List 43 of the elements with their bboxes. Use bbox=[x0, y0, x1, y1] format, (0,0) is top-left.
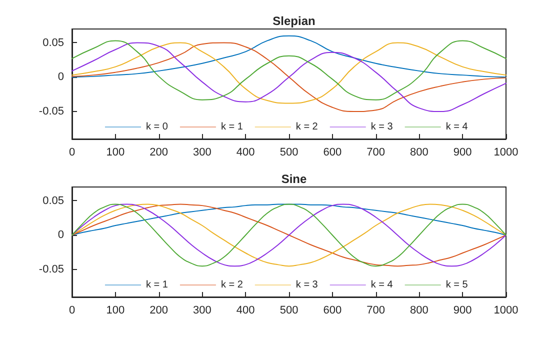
legend-label: k = 1 bbox=[146, 280, 168, 290]
x-tick-label: 700 bbox=[366, 146, 385, 158]
x-tick-label: 400 bbox=[236, 304, 255, 316]
x-tick-label: 1000 bbox=[494, 304, 518, 316]
y-tick-label: -0.05 bbox=[38, 106, 64, 118]
x-tick-label: 300 bbox=[193, 146, 212, 158]
chart-title: Sine bbox=[281, 172, 307, 186]
legend-label: k = 2 bbox=[220, 280, 244, 290]
legend-label: k = 3 bbox=[296, 280, 318, 290]
legend-label: k = 3 bbox=[370, 122, 394, 132]
x-tick-label: 800 bbox=[410, 304, 428, 316]
x-tick-label: 100 bbox=[106, 304, 125, 316]
line-series bbox=[72, 204, 506, 236]
y-tick-label: 0.05 bbox=[42, 194, 64, 207]
x-tick-label: 1000 bbox=[494, 146, 518, 158]
x-tick-label: 800 bbox=[410, 146, 428, 158]
chart-title: Slepian bbox=[272, 14, 316, 28]
x-tick-label: 500 bbox=[280, 146, 298, 158]
x-tick-label: 0 bbox=[68, 304, 76, 316]
legend-label: k = 4 bbox=[370, 280, 394, 290]
x-tick-label: 700 bbox=[366, 304, 385, 316]
legend-label: k = 1 bbox=[220, 122, 244, 132]
x-tick-label: 200 bbox=[150, 146, 168, 158]
y-tick-label: 0 bbox=[58, 71, 64, 84]
line-series bbox=[72, 35, 506, 78]
x-tick-label: 900 bbox=[453, 304, 472, 316]
x-tick-label: 0 bbox=[68, 146, 76, 158]
x-tick-label: 200 bbox=[150, 304, 168, 316]
x-tick-label: 100 bbox=[106, 146, 125, 158]
legend-label: k = 0 bbox=[146, 122, 168, 132]
legend-label: k = 5 bbox=[446, 280, 468, 290]
line-series bbox=[72, 204, 506, 267]
x-tick-label: 300 bbox=[193, 304, 212, 316]
x-tick-label: 600 bbox=[323, 304, 342, 316]
x-tick-label: 900 bbox=[453, 146, 472, 158]
y-tick-label: 0.05 bbox=[42, 36, 64, 49]
x-tick-label: 400 bbox=[236, 146, 255, 158]
y-tick-label: -0.05 bbox=[38, 264, 64, 276]
legend-label: k = 2 bbox=[296, 122, 318, 132]
legend-label: k = 4 bbox=[446, 122, 468, 132]
y-tick-label: 0 bbox=[58, 229, 64, 242]
x-tick-label: 500 bbox=[280, 304, 298, 316]
x-tick-label: 600 bbox=[323, 146, 342, 158]
